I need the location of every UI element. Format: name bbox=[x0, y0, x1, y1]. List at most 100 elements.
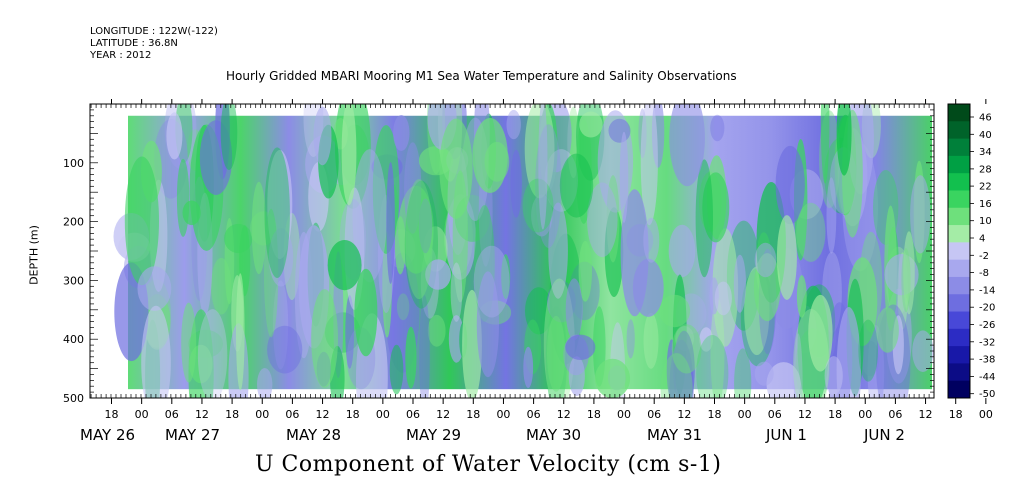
colorbar-label: 28 bbox=[979, 164, 992, 175]
heatmap-patch bbox=[671, 324, 702, 374]
colorbar-swatch bbox=[948, 328, 970, 347]
x-tick-label: 00 bbox=[135, 408, 149, 421]
x-tick-label: 06 bbox=[647, 408, 661, 421]
heatmap-patch bbox=[472, 118, 508, 193]
heatmap-patch bbox=[182, 200, 201, 226]
colorbar-swatch bbox=[948, 138, 970, 157]
heatmap-patch bbox=[668, 224, 696, 278]
x-date-label: MAY 31 bbox=[647, 426, 702, 444]
heatmap-patch bbox=[538, 104, 548, 230]
colorbar: 46 40 34 28 22 16 10 4 -2 -8 -14 -20 -26 -32 -38 -44 -50 bbox=[947, 103, 995, 400]
heatmap-patch bbox=[211, 257, 232, 315]
x-tick-label: 12 bbox=[798, 408, 812, 421]
colorbar-label: 4 bbox=[979, 234, 985, 245]
colorbar-swatch bbox=[948, 225, 970, 243]
x-tick-label: 18 bbox=[105, 408, 119, 421]
heatmap-patch bbox=[251, 181, 267, 275]
colorbar-swatch bbox=[948, 294, 970, 313]
colorbar-label: -26 bbox=[979, 320, 995, 331]
heatmap-patch bbox=[696, 335, 729, 398]
heatmap-patch bbox=[264, 147, 290, 278]
heatmap-patch bbox=[452, 170, 468, 303]
heatmap-patch bbox=[754, 361, 774, 386]
x-tick-label: 00 bbox=[738, 408, 752, 421]
x-tick-label: 06 bbox=[527, 408, 541, 421]
heatmap-patch bbox=[166, 112, 183, 160]
colorbar-swatch bbox=[948, 121, 970, 140]
heatmap-patch bbox=[608, 118, 631, 143]
heatmap-patch bbox=[669, 339, 694, 398]
heatmap-patch bbox=[659, 294, 691, 328]
heatmap-patch bbox=[619, 131, 629, 223]
x-tick-label: 06 bbox=[768, 408, 782, 421]
heatmap-patch bbox=[808, 294, 833, 372]
x-tick-label: 00 bbox=[496, 408, 510, 421]
heatmap-patch bbox=[124, 156, 159, 286]
heatmap-patch bbox=[510, 149, 522, 218]
heatmap-patch bbox=[476, 271, 499, 378]
x-tick-label: 18 bbox=[828, 408, 842, 421]
heatmap-patch bbox=[267, 149, 293, 260]
x-tick-label: 06 bbox=[165, 408, 179, 421]
heatmap-patch bbox=[858, 319, 878, 382]
heatmap-patch bbox=[257, 368, 273, 398]
heatmap-patch bbox=[912, 330, 934, 373]
heatmap-patch bbox=[199, 120, 233, 195]
heatmap-patch bbox=[425, 259, 451, 290]
heatmap-patch bbox=[547, 315, 566, 392]
heatmap-patch bbox=[473, 245, 510, 318]
heatmap-patch bbox=[776, 215, 797, 300]
heatmap-patch bbox=[327, 240, 362, 291]
y-tick-label: 100 bbox=[63, 157, 84, 170]
heatmap-patch bbox=[660, 353, 693, 398]
heatmap-patch bbox=[861, 340, 880, 377]
x-tick-label: 12 bbox=[436, 408, 450, 421]
heatmap-patch bbox=[568, 356, 585, 396]
heatmap-patch bbox=[793, 333, 803, 398]
x-tick-label: 18 bbox=[708, 408, 722, 421]
x-tick-label: 06 bbox=[888, 408, 902, 421]
y-tick-label: 500 bbox=[63, 392, 84, 405]
heatmap-patch bbox=[404, 142, 422, 234]
heatmap-patch bbox=[264, 208, 279, 338]
axes: 18 00 06 12 18 00 06 12 18 00 06 12 18 00 06 12 18 00 06 12… bbox=[63, 99, 993, 444]
heatmap-patch bbox=[268, 228, 294, 287]
heatmap-patch bbox=[427, 314, 446, 347]
heatmap-patch bbox=[418, 198, 433, 254]
heatmap-patch bbox=[632, 258, 664, 317]
x-tick-label: 18 bbox=[346, 408, 360, 421]
heatmap-patch bbox=[903, 231, 915, 315]
heatmap-patch bbox=[695, 159, 713, 278]
year-label: YEAR : 2012 bbox=[90, 50, 152, 61]
heatmap-patch bbox=[386, 162, 395, 284]
colorbar-swatch bbox=[948, 173, 970, 191]
heatmap-patch bbox=[236, 273, 245, 391]
heatmap-patch bbox=[587, 182, 618, 258]
heatmap-patch bbox=[141, 305, 171, 398]
heatmap-patch bbox=[836, 307, 861, 398]
heatmap-patch bbox=[578, 240, 592, 302]
heatmap-patch bbox=[313, 106, 332, 166]
heatmap-patch bbox=[606, 175, 620, 263]
heatmap-patch bbox=[643, 312, 659, 369]
x-date-label: JUN 2 bbox=[863, 426, 905, 444]
x-date-label: MAY 28 bbox=[286, 426, 341, 444]
heatmap-patch bbox=[522, 178, 554, 233]
heatmap-patch bbox=[626, 319, 635, 359]
y-tick-label: 300 bbox=[63, 274, 84, 287]
colorbar-swatch bbox=[948, 380, 970, 399]
x-tick-label: 06 bbox=[406, 408, 420, 421]
heatmap-patch bbox=[354, 268, 378, 357]
heatmap-patch bbox=[824, 356, 843, 396]
colorbar-label: -44 bbox=[979, 372, 995, 383]
colorbar-label: -38 bbox=[979, 355, 995, 366]
heatmap-patch bbox=[733, 254, 747, 313]
colorbar-frame bbox=[947, 103, 971, 399]
x-tick-label: 00 bbox=[979, 408, 993, 421]
heatmap-patch bbox=[393, 115, 410, 151]
colorbar-label: 34 bbox=[979, 147, 992, 158]
plot-area bbox=[113, 104, 934, 398]
heatmap-patch bbox=[796, 275, 807, 318]
x-date-label: MAY 30 bbox=[526, 426, 581, 444]
